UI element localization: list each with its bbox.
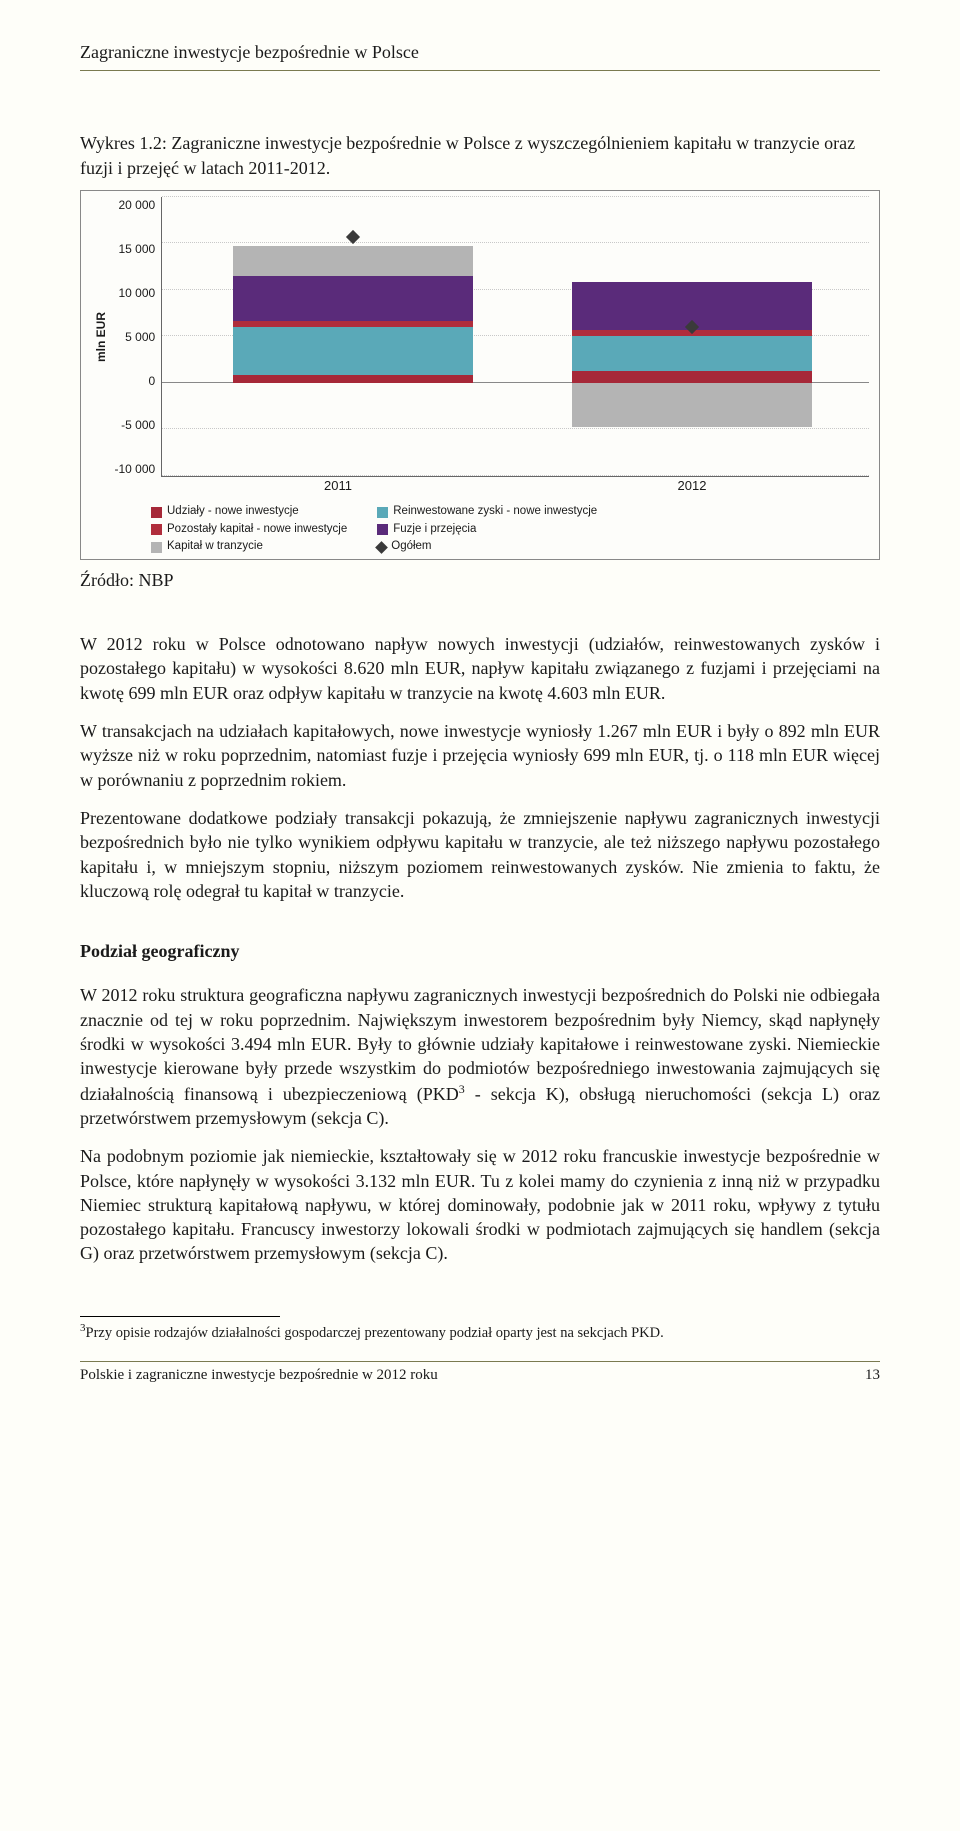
legend-label: Pozostały kapitał - nowe inwestycje — [167, 522, 347, 538]
body-paragraph-3: Prezentowane dodatkowe podziały transakc… — [80, 806, 880, 903]
bar-segment — [233, 375, 473, 382]
legend-label: Kapitał w tranzycie — [167, 539, 263, 555]
y-tick-label: 10 000 — [111, 285, 155, 301]
page-number: 13 — [865, 1365, 880, 1385]
body-paragraph-1: W 2012 roku w Polsce odnotowano napływ n… — [80, 632, 880, 705]
grid-line — [162, 242, 869, 243]
bar-segment — [572, 383, 812, 427]
legend-label: Fuzje i przejęcia — [393, 522, 476, 538]
legend-item: Ogółem — [377, 539, 597, 555]
section-heading: Podział geograficzny — [80, 939, 880, 963]
bar-segment — [572, 336, 812, 371]
legend-item: Reinwestowane zyski - nowe inwestycje — [377, 504, 597, 520]
y-tick-label: 5 000 — [111, 329, 155, 345]
footnote: 3Przy opisie rodzajów działalności gospo… — [80, 1321, 880, 1343]
bar-segment — [233, 327, 473, 375]
plot-area — [161, 197, 869, 477]
footer-title: Polskie i zagraniczne inwestycje bezpośr… — [80, 1365, 438, 1385]
grid-line — [162, 475, 869, 476]
legend-swatch — [151, 542, 162, 553]
y-tick-label: -10 000 — [111, 461, 155, 477]
chart-container: mln EUR 20 000 15 000 10 000 5 000 0 -5 000 -1… — [80, 190, 880, 560]
grid-line — [162, 428, 869, 429]
legend-label: Reinwestowane zyski - nowe inwestycje — [393, 504, 597, 520]
bar-segment — [572, 371, 812, 383]
legend-item: Pozostały kapitał - nowe inwestycje — [151, 522, 347, 538]
chart-legend: Udziały - nowe inwestycje Pozostały kapit… — [151, 504, 869, 555]
footnote-rule — [80, 1316, 280, 1317]
running-header: Zagraniczne inwestycje bezpośrednie w Po… — [80, 40, 880, 64]
grid-line — [162, 196, 869, 197]
y-tick-label: 0 — [111, 373, 155, 389]
page-footer: Polskie i zagraniczne inwestycje bezpośr… — [80, 1365, 880, 1385]
y-tick-label: 20 000 — [111, 197, 155, 213]
footnote-text: Przy opisie rodzajów działalności gospod… — [86, 1325, 664, 1341]
legend-swatch — [375, 541, 388, 554]
bar-segment — [233, 321, 473, 328]
legend-swatch — [377, 524, 388, 535]
y-axis-label: mln EUR — [91, 197, 111, 477]
legend-swatch — [377, 507, 388, 518]
x-tick-label: 2012 — [515, 477, 869, 495]
legend-item: Fuzje i przejęcia — [377, 522, 597, 538]
legend-swatch — [151, 507, 162, 518]
y-tick-label: -5 000 — [111, 417, 155, 433]
legend-label: Ogółem — [391, 539, 431, 555]
legend-item: Kapitał w tranzycie — [151, 539, 347, 555]
legend-swatch — [151, 524, 162, 535]
chart-source: Źródło: NBP — [80, 568, 880, 592]
legend-label: Udziały - nowe inwestycje — [167, 504, 299, 520]
body-paragraph-5: Na podobnym poziomie jak niemieckie, ksz… — [80, 1144, 880, 1265]
y-tick-label: 15 000 — [111, 241, 155, 257]
x-axis-labels: 20112012 — [161, 477, 869, 495]
bar-segment — [233, 246, 473, 276]
figure-caption: Wykres 1.2: Zagraniczne inwestycje bezpo… — [80, 131, 880, 180]
bar-segment — [233, 276, 473, 321]
footer-rule — [80, 1361, 880, 1362]
x-tick-label: 2011 — [161, 477, 515, 495]
y-axis-ticks: 20 000 15 000 10 000 5 000 0 -5 000 -10 000 — [111, 197, 161, 477]
legend-item: Udziały - nowe inwestycje — [151, 504, 347, 520]
body-paragraph-4: W 2012 roku struktura geograficzna napły… — [80, 983, 880, 1130]
header-rule — [80, 70, 880, 71]
body-paragraph-2: W transakcjach na udziałach kapitałowych… — [80, 719, 880, 792]
